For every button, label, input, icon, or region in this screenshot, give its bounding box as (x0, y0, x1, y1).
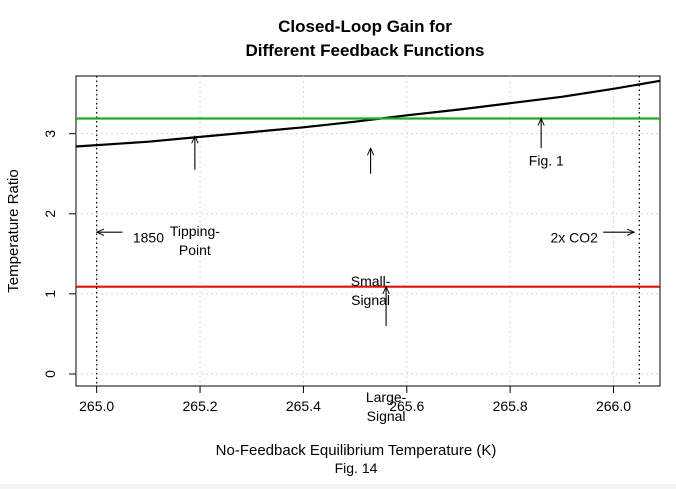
y-axis-label: Temperature Ratio (5, 169, 22, 292)
x-axis: 265.0 265.2 265.4 265.6 265.8 266.0 (79, 386, 631, 414)
x-tick-label: 265.4 (286, 398, 321, 414)
annotation-label: Tipping- (170, 223, 220, 239)
series-layer (75, 79, 661, 288)
x-tick-label: 265.0 (79, 398, 114, 414)
x-tick-label: 265.2 (183, 398, 218, 414)
x-tick-label: 265.8 (493, 398, 528, 414)
annotation-label: Large- (366, 389, 407, 405)
x-axis-label: No-Feedback Equilibrium Temperature (K) (216, 442, 497, 459)
x-tick-label: 266.0 (596, 398, 631, 414)
grid (76, 76, 660, 386)
x-tick-label: 265.6 (389, 398, 424, 414)
annotation-label: 2x CO2 (551, 230, 599, 246)
annotations: Tipping- Point Small- Signal Fig. 1 Large- Sig… (97, 118, 634, 424)
chart-title: Closed-Loop Gain for (278, 17, 452, 36)
annotation-label: Signal (351, 292, 390, 308)
y-axis: 0 1 2 3 (42, 130, 76, 378)
annotation-label: Signal (367, 408, 406, 424)
y-tick-label: 1 (42, 290, 58, 298)
annotation-label: 1850 (133, 230, 164, 246)
y-tick-label: 3 (42, 130, 58, 138)
annotation-label: Point (179, 242, 211, 258)
annotation-label: Fig. 1 (529, 153, 564, 169)
series-line (75, 79, 661, 148)
y-tick-label: 0 (42, 370, 58, 378)
annotation-label: Small- (351, 273, 391, 289)
chart-subtitle: Different Feedback Functions (246, 41, 485, 60)
y-tick-label: 2 (42, 210, 58, 218)
plot-frame (75, 75, 661, 387)
figure-caption: Fig. 14 (335, 460, 378, 476)
